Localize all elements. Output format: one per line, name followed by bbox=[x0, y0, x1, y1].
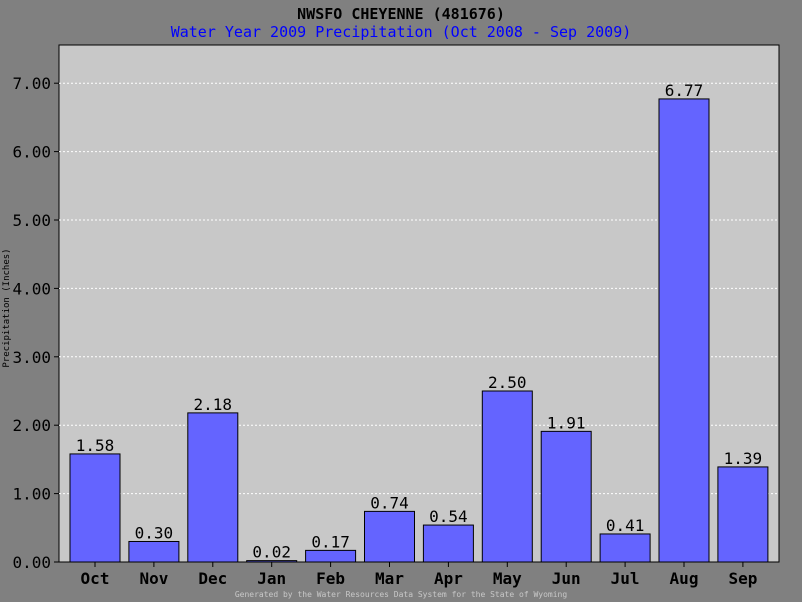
x-tick-label: Feb bbox=[316, 569, 345, 588]
bar bbox=[540, 430, 592, 563]
chart-subtitle: Water Year 2009 Precipitation (Oct 2008 … bbox=[170, 23, 632, 41]
bar-value-label: 0.54 bbox=[429, 507, 468, 526]
bar bbox=[187, 412, 239, 563]
bar-value-label: 2.18 bbox=[194, 395, 233, 414]
x-tick-label: Jan bbox=[257, 569, 286, 588]
y-tick-label: 5.00 bbox=[12, 211, 51, 230]
y-tick-label: 4.00 bbox=[12, 279, 51, 298]
bar bbox=[717, 466, 769, 563]
bar bbox=[364, 510, 415, 563]
x-tick-label: Dec bbox=[198, 569, 227, 588]
bar-value-label: 0.02 bbox=[252, 543, 291, 562]
bar-value-label: 6.77 bbox=[665, 81, 704, 100]
footer-credit: Generated by the Water Resources Data Sy… bbox=[234, 590, 568, 599]
bar-value-label: 1.58 bbox=[76, 436, 115, 455]
x-tick-label: Oct bbox=[81, 569, 110, 588]
bar bbox=[658, 98, 710, 563]
bar bbox=[128, 540, 180, 563]
bar-value-label: 1.91 bbox=[547, 413, 586, 432]
bar-value-label: 0.30 bbox=[135, 523, 174, 542]
x-tick-label: Aug bbox=[670, 569, 699, 588]
y-tick-label: 3.00 bbox=[12, 348, 51, 367]
y-tick-label: 0.00 bbox=[12, 553, 51, 572]
x-tick-label: May bbox=[493, 569, 522, 588]
bar bbox=[305, 549, 357, 563]
x-tick-label: Sep bbox=[728, 569, 757, 588]
y-tick-label: 6.00 bbox=[12, 143, 51, 162]
bar bbox=[481, 390, 533, 563]
bar bbox=[599, 533, 651, 563]
chart-title: NWSFO CHEYENNE (481676) bbox=[297, 5, 505, 23]
bar bbox=[422, 524, 474, 563]
y-tick-label: 7.00 bbox=[12, 74, 51, 93]
bar-value-label: 2.50 bbox=[488, 373, 527, 392]
y-tick-label: 1.00 bbox=[12, 485, 51, 504]
bar-value-label: 1.39 bbox=[724, 449, 763, 468]
x-tick-label: Nov bbox=[139, 569, 168, 588]
x-tick-label: Mar bbox=[375, 569, 404, 588]
y-tick-label: 2.00 bbox=[12, 416, 51, 435]
bar bbox=[69, 453, 121, 563]
x-tick-label: Jul bbox=[611, 569, 640, 588]
x-tick-label: Apr bbox=[434, 569, 463, 588]
bar-value-label: 0.41 bbox=[606, 516, 645, 535]
bar-value-label: 0.74 bbox=[370, 493, 409, 512]
bar-value-label: 0.17 bbox=[311, 532, 350, 551]
x-tick-label: Jun bbox=[552, 569, 581, 588]
